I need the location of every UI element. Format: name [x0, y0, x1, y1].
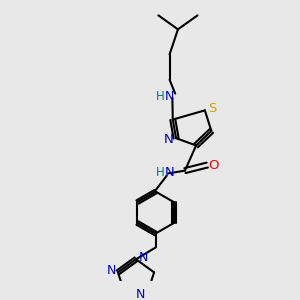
- Text: N: N: [138, 251, 148, 264]
- Text: H: H: [155, 166, 164, 178]
- Text: N: N: [165, 166, 174, 178]
- Text: O: O: [208, 158, 219, 172]
- Text: H: H: [155, 90, 164, 103]
- Text: N: N: [164, 133, 174, 146]
- Text: S: S: [208, 102, 217, 115]
- Text: N: N: [136, 288, 145, 300]
- Text: N: N: [106, 265, 116, 278]
- Text: N: N: [165, 90, 174, 103]
